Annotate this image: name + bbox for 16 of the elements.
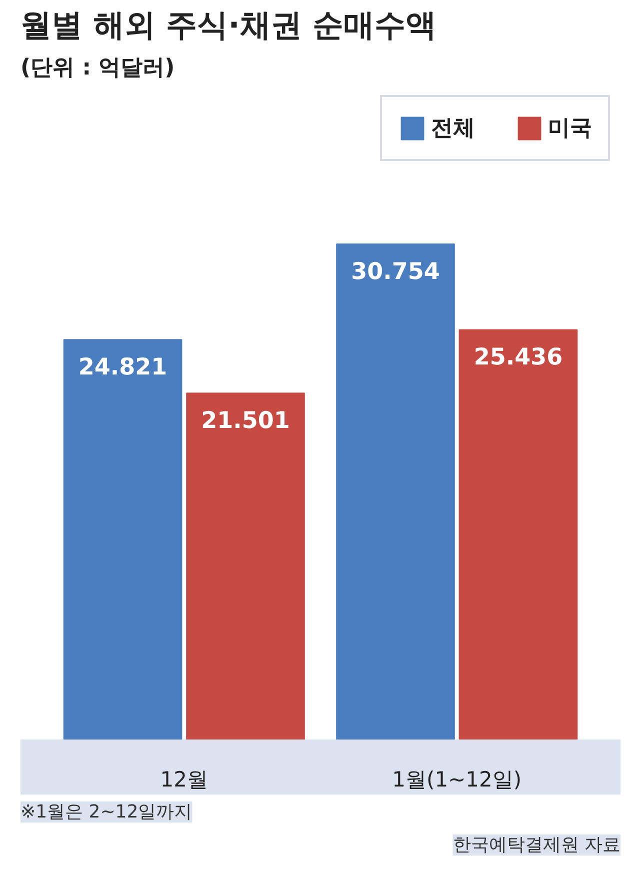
text: ※1월은 2~12일까지 [20,802,192,822]
text: 한국예탁결제원 자료 [452,834,621,856]
bar [186,392,305,740]
legend-label: 전체 [431,115,475,143]
bar [63,339,182,740]
legend-label: 미국 [548,115,592,143]
bar [336,244,455,740]
data-label: 24.821 [78,354,168,381]
chart-title: 월별 해외 주식·채권 순매수액 [20,8,437,44]
chart-subtitle: (단위 : 억달러) [20,56,175,80]
data-label: 30.754 [351,259,440,286]
bar [458,329,578,740]
x-tick-label: 12월 [160,768,208,792]
data-label: 21.501 [201,408,290,434]
data-label: 25.436 [474,344,563,371]
x-tick-label: 1월(1~12일) [392,768,522,792]
